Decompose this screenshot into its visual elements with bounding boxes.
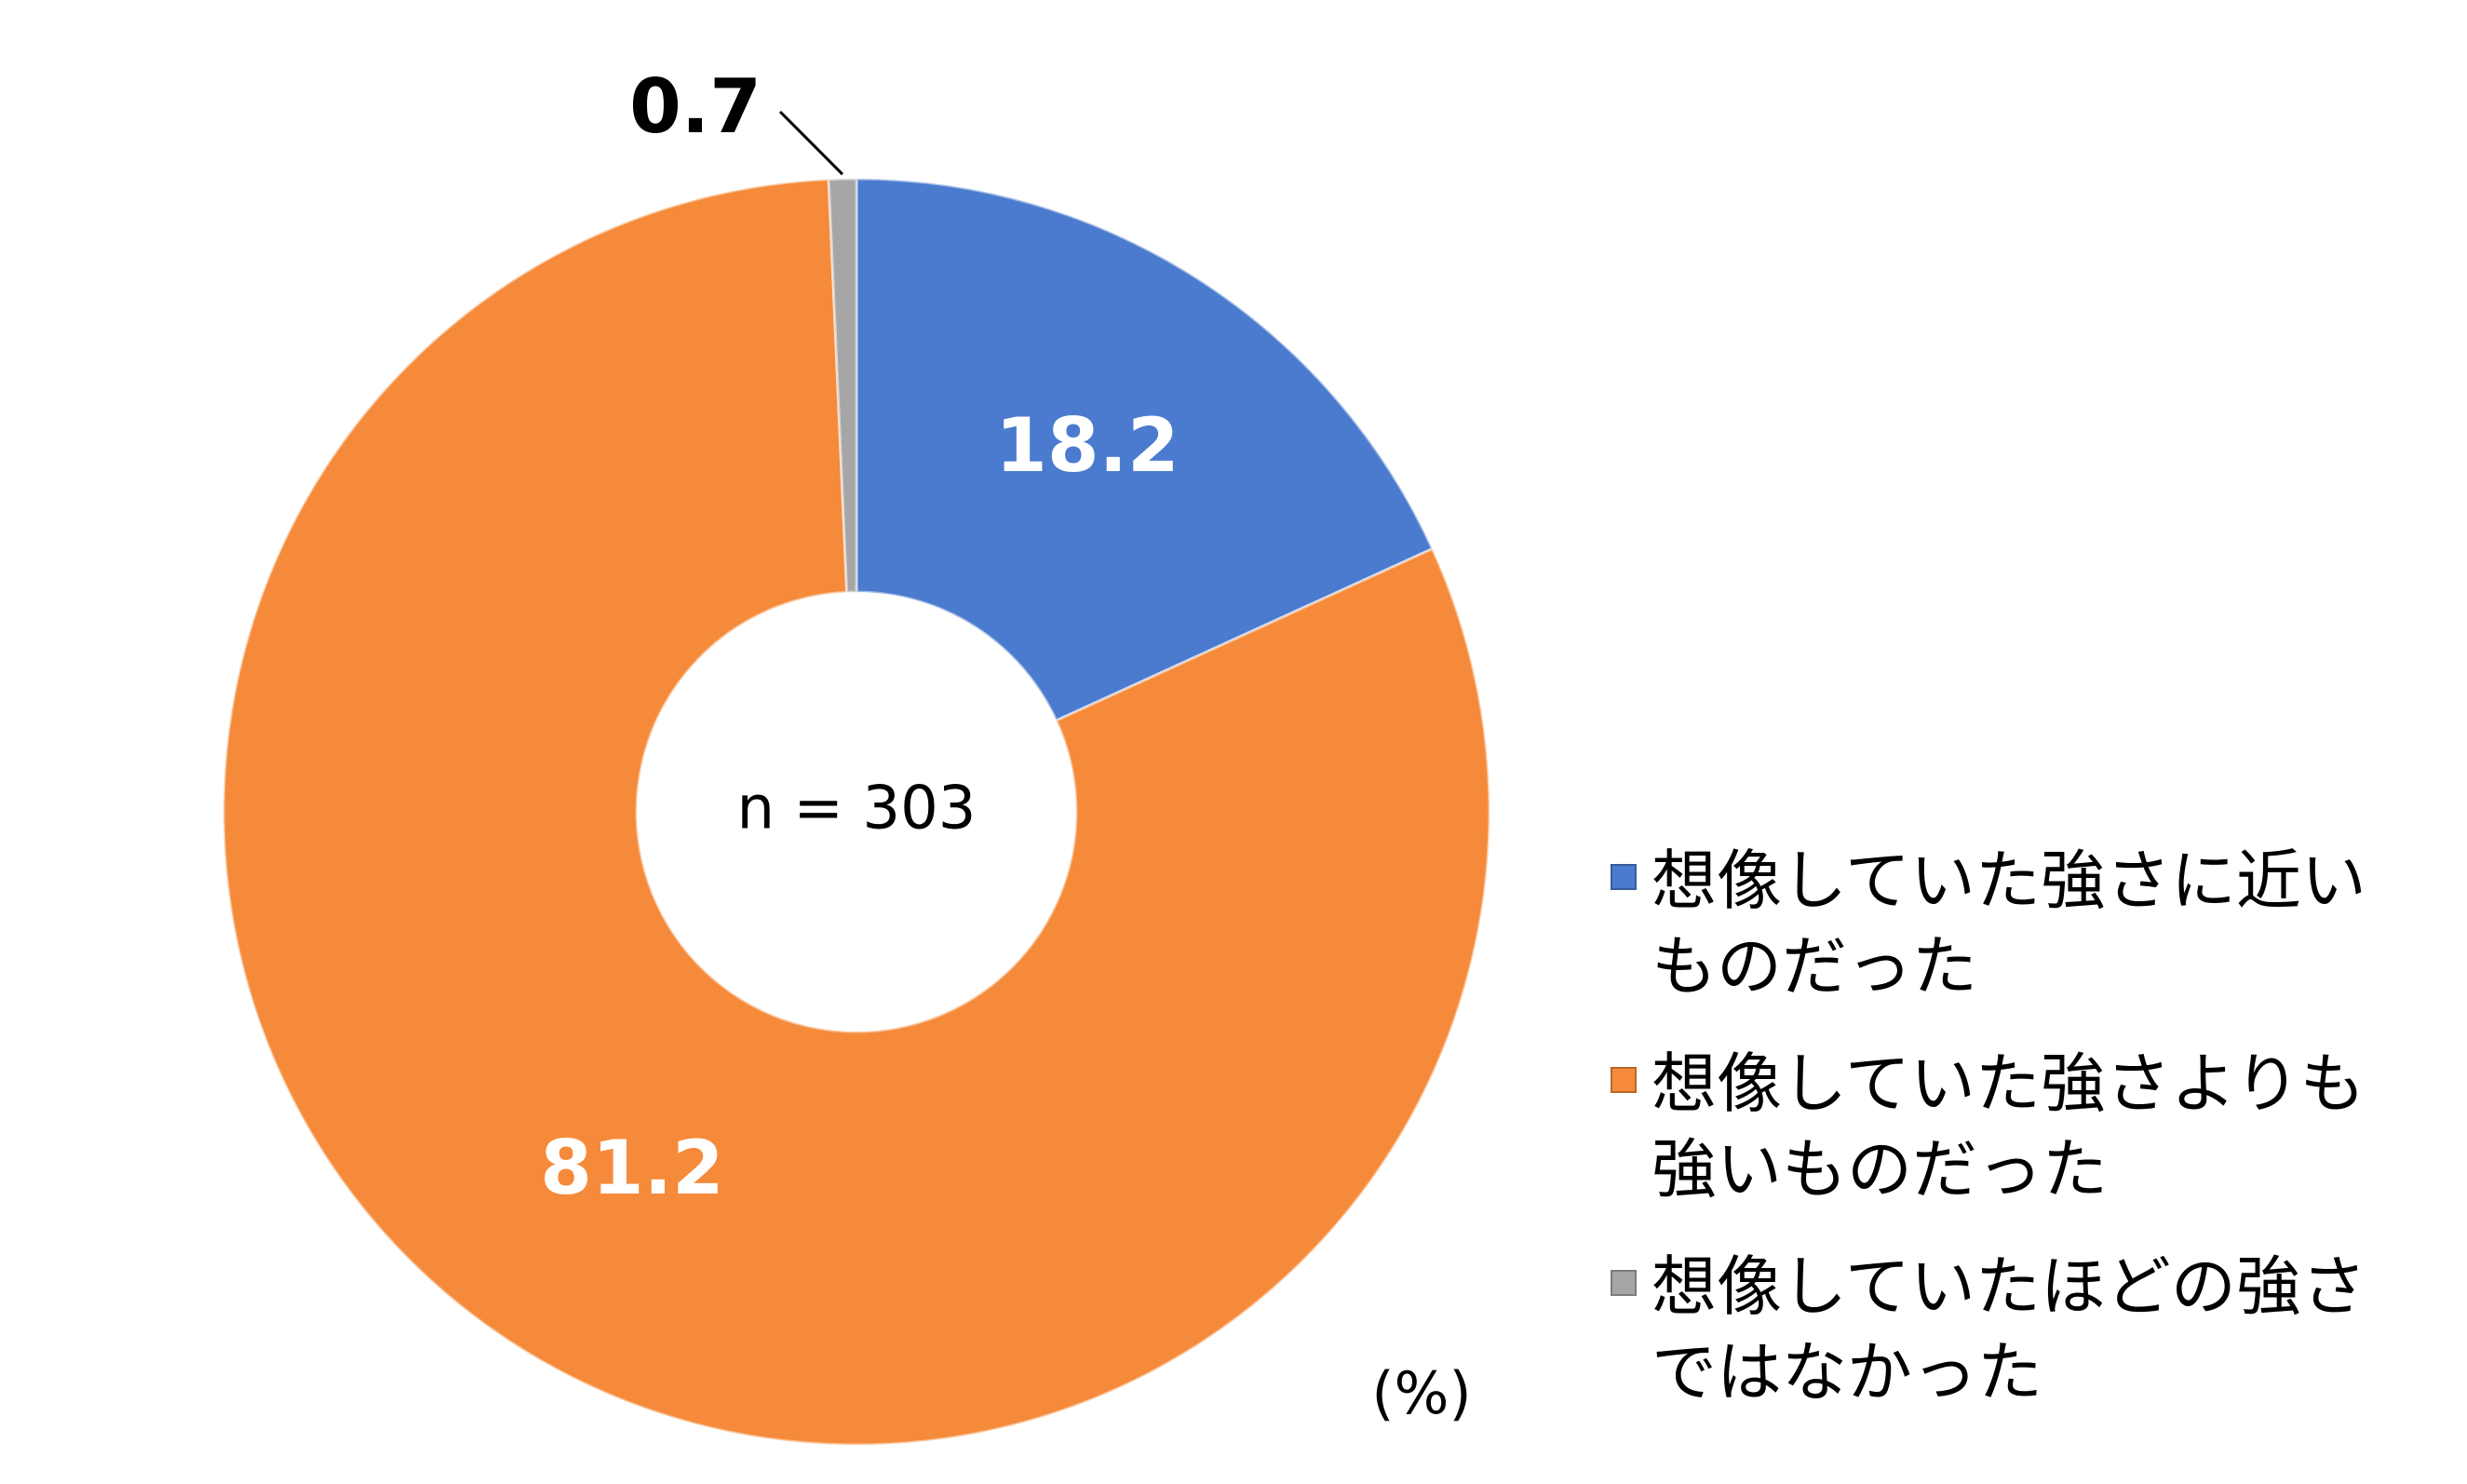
data-label: 18.2: [995, 402, 1179, 489]
donut-segment: [855, 177, 1435, 722]
legend-label: 想像していた強さに近いものだった: [1651, 843, 2366, 1005]
legend-swatch: [1611, 864, 1637, 890]
leader-line: [778, 110, 844, 176]
center-label: n = 303: [736, 775, 976, 843]
legend-swatch: [1611, 1067, 1637, 1093]
donut-segment: [222, 178, 1491, 1447]
legend-swatch: [1611, 1270, 1637, 1296]
data-label: 0.7: [629, 63, 762, 150]
legend-item: 想像していたほどの強さではなかった: [1611, 1244, 2448, 1415]
legend-item: 想像していた強さよりも強いものだった: [1611, 1041, 2448, 1212]
legend: 想像していた強さに近いものだった 想像していた強さよりも強いものだった 想像していた…: [1611, 838, 2448, 1447]
legend-label: 想像していたほどの強さではなかった: [1651, 1248, 2366, 1410]
legend-label: 想像していた強さよりも強いものだった: [1651, 1046, 2366, 1207]
data-label: 81.2: [540, 1125, 723, 1211]
legend-item: 想像していた強さに近いものだった: [1611, 838, 2448, 1009]
unit-label: (%): [1371, 1359, 1471, 1427]
donut-segment: [827, 177, 858, 594]
